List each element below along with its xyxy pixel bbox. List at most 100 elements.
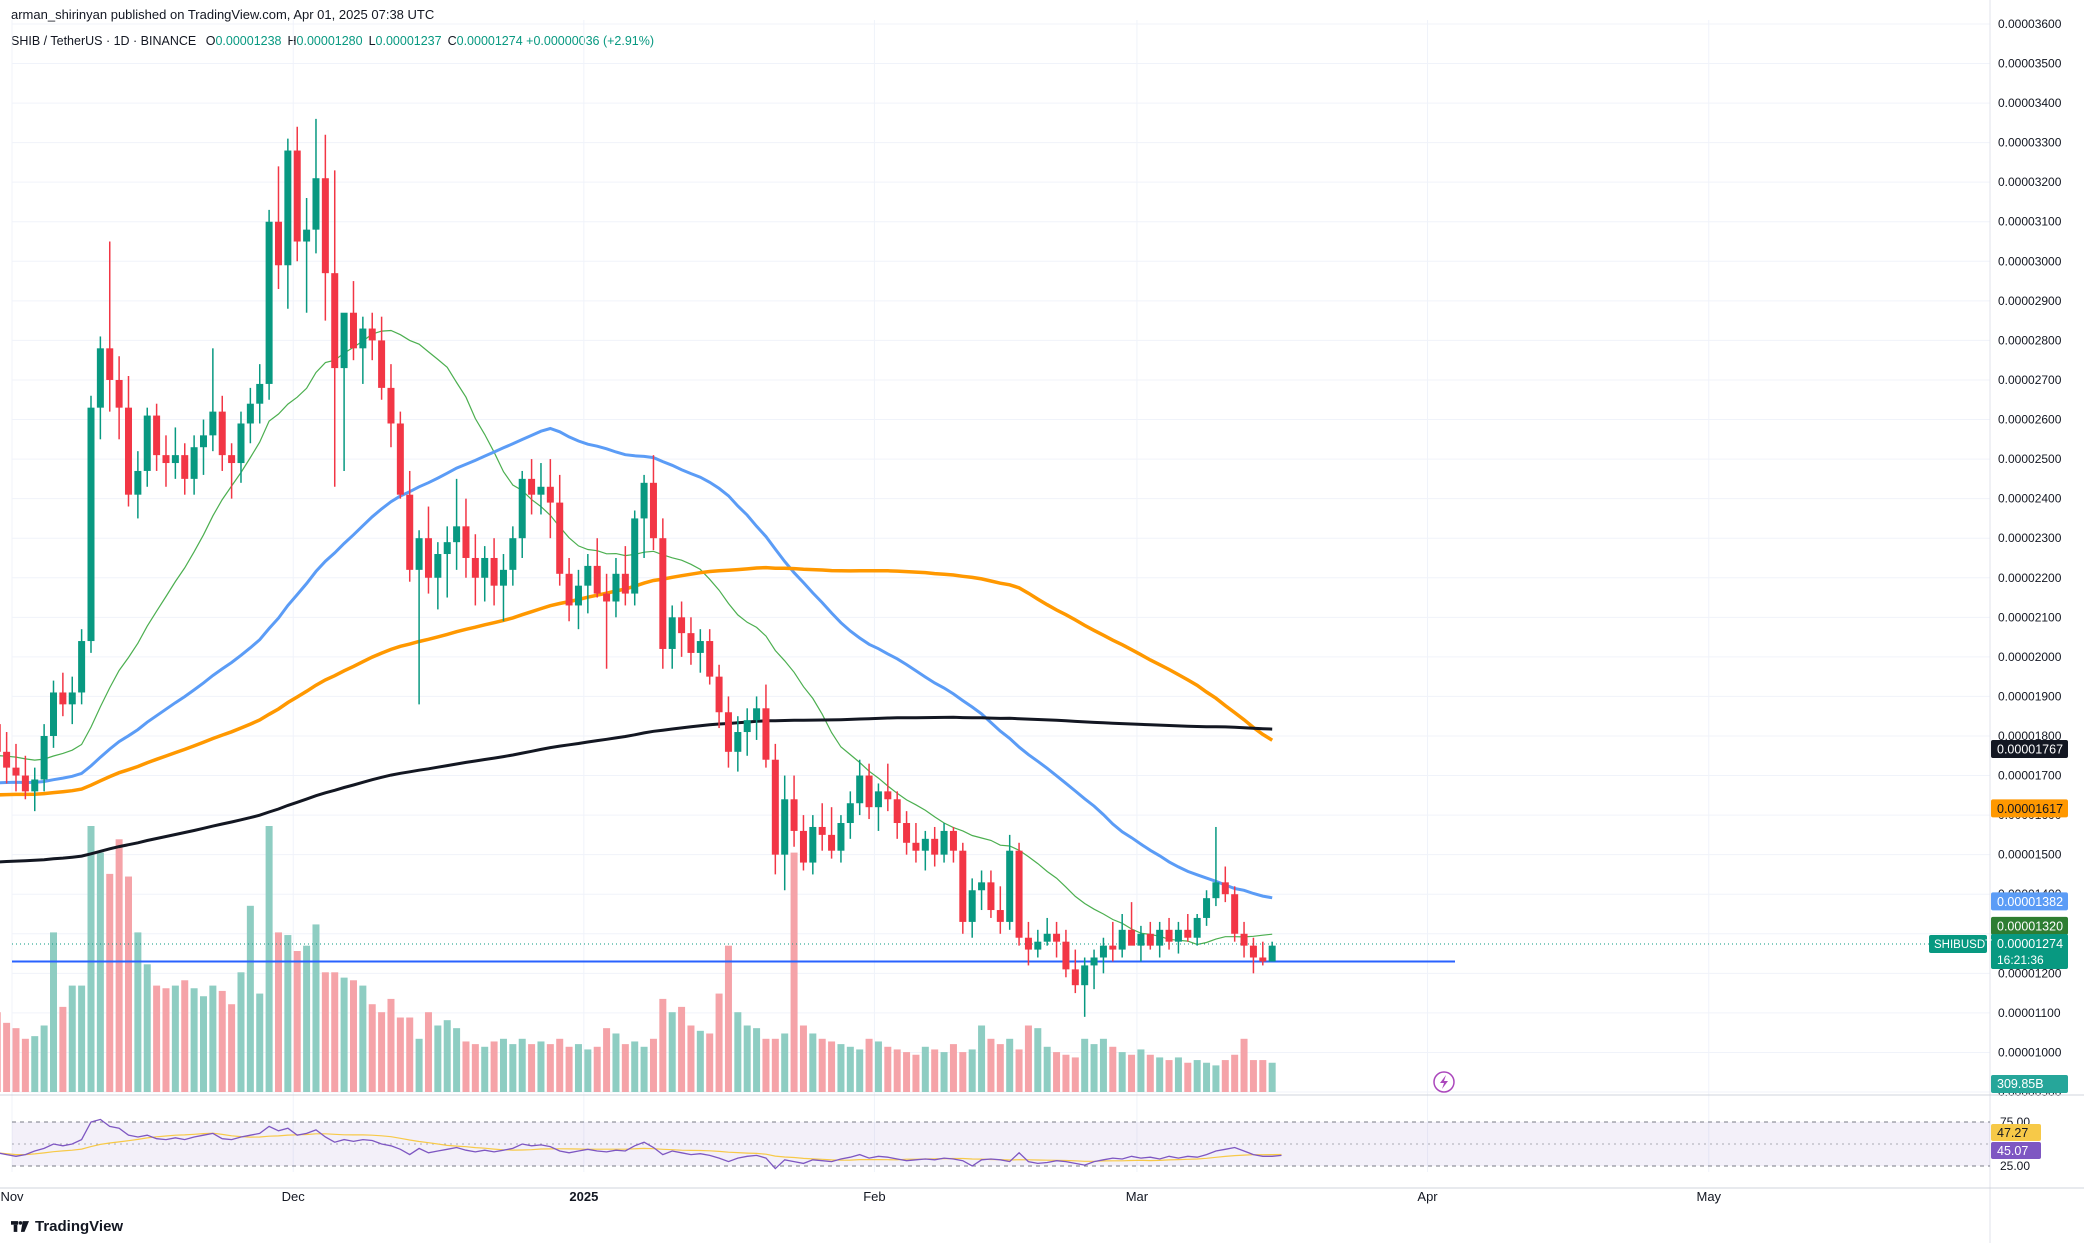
volume-bar bbox=[162, 988, 170, 1092]
volume-bar bbox=[743, 1025, 751, 1092]
tradingview-logo-icon bbox=[11, 1221, 29, 1232]
brand-name: TradingView bbox=[35, 1218, 124, 1235]
candle bbox=[1043, 933, 1051, 942]
candle bbox=[1174, 929, 1182, 942]
candle bbox=[818, 826, 826, 835]
candle bbox=[584, 565, 592, 586]
volume-bar bbox=[443, 1020, 451, 1092]
candle bbox=[1034, 941, 1042, 950]
volume-bar bbox=[1137, 1049, 1145, 1092]
candle bbox=[21, 775, 29, 792]
volume-bar bbox=[153, 985, 161, 1092]
volume-bar bbox=[565, 1046, 573, 1092]
symbol-badge-label: SHIBUSDT bbox=[1934, 939, 1992, 951]
price-tag-box bbox=[1991, 916, 2068, 935]
price-tag-box bbox=[1991, 892, 2068, 911]
volume-bar bbox=[303, 945, 311, 1092]
ohlc-value: 0.00001274 bbox=[456, 34, 523, 48]
candle bbox=[734, 732, 742, 752]
volume-bar bbox=[659, 998, 667, 1092]
candle bbox=[1249, 945, 1257, 958]
ohlc-label: C bbox=[447, 34, 457, 48]
candle bbox=[1259, 957, 1267, 962]
volume-bar bbox=[359, 985, 367, 1092]
volume-bar bbox=[1062, 1054, 1070, 1092]
volume-bar bbox=[996, 1044, 1004, 1092]
volume-bar bbox=[865, 1038, 873, 1092]
volume-bar bbox=[612, 1033, 620, 1092]
volume-bar bbox=[228, 1004, 236, 1092]
candle bbox=[649, 482, 657, 539]
candle bbox=[809, 826, 817, 863]
candle bbox=[1268, 945, 1276, 962]
candle bbox=[1109, 945, 1117, 950]
volume-bar bbox=[640, 1046, 648, 1092]
volume-tag-box bbox=[1991, 1075, 2068, 1093]
volume-bar bbox=[1156, 1057, 1164, 1092]
candle bbox=[406, 494, 414, 570]
volume-tag-label: 309.85B bbox=[1997, 1077, 2044, 1091]
moving-average-sma100 bbox=[0, 565, 1274, 797]
price-tag-label: 0.00001382 bbox=[1997, 895, 2063, 909]
x-tick-label: May bbox=[1696, 1189, 1721, 1204]
volume-bar bbox=[1015, 1049, 1023, 1092]
candle bbox=[678, 617, 686, 634]
candle bbox=[996, 910, 1004, 922]
candle bbox=[12, 767, 20, 776]
volume-bar bbox=[134, 932, 142, 1092]
volume-bar bbox=[1118, 1052, 1126, 1092]
candle bbox=[621, 573, 629, 594]
symbol-title[interactable]: SHIB / TetherUS · 1D · BINANCE bbox=[11, 34, 197, 48]
volume-bar bbox=[1099, 1038, 1107, 1092]
volume-bar bbox=[87, 826, 95, 1092]
candle bbox=[368, 328, 376, 341]
candle bbox=[349, 312, 357, 349]
y-tick-label: 0.00002100 bbox=[1998, 610, 2062, 624]
candle bbox=[124, 407, 132, 495]
volume-bar bbox=[584, 1049, 592, 1092]
candle bbox=[753, 708, 761, 721]
volume-bar bbox=[1184, 1062, 1192, 1092]
y-tick-label: 0.00002800 bbox=[1998, 333, 2062, 347]
volume-bar bbox=[284, 935, 292, 1092]
candle bbox=[565, 573, 573, 606]
volume-bar bbox=[518, 1038, 526, 1092]
y-tick-label: 0.00001800 bbox=[1998, 729, 2062, 743]
last-price-box bbox=[1991, 934, 2068, 970]
publisher-line: arman_shirinyan published on TradingView… bbox=[11, 7, 435, 22]
volume-bar bbox=[0, 1012, 1, 1092]
candle bbox=[1203, 898, 1211, 918]
x-tick-label: Feb bbox=[863, 1189, 885, 1204]
volume-bar bbox=[3, 1022, 11, 1092]
volume-bar bbox=[246, 905, 254, 1092]
y-tick-label: 0.00001500 bbox=[1998, 848, 2062, 862]
volume-bar bbox=[471, 1044, 479, 1092]
candle bbox=[499, 569, 507, 586]
volume-bar bbox=[378, 1012, 386, 1092]
price-tag-label: 0.00001320 bbox=[1997, 919, 2063, 933]
volume-bar bbox=[1212, 1065, 1220, 1092]
candle bbox=[303, 229, 311, 242]
tradingview-brand[interactable]: TradingView bbox=[11, 1218, 123, 1235]
volume-bar bbox=[1165, 1060, 1173, 1092]
candle bbox=[96, 348, 104, 408]
volume-bar bbox=[818, 1038, 826, 1092]
candle bbox=[340, 312, 348, 369]
volume-bar bbox=[809, 1033, 817, 1092]
volume-bar bbox=[481, 1046, 489, 1092]
volume-bar bbox=[1231, 1054, 1239, 1092]
volume-bar bbox=[893, 1049, 901, 1092]
candle bbox=[846, 803, 854, 824]
candle bbox=[1231, 894, 1239, 934]
candle bbox=[237, 423, 245, 464]
volume-bar bbox=[1268, 1062, 1276, 1092]
candle bbox=[518, 478, 526, 539]
volume-bar bbox=[387, 998, 395, 1092]
y-tick-label: 0.00003000 bbox=[1998, 254, 2062, 268]
volume-bar bbox=[856, 1049, 864, 1092]
candle bbox=[1099, 945, 1107, 958]
volume-bar bbox=[593, 1046, 601, 1092]
volume-bar bbox=[368, 1004, 376, 1092]
volume-bar bbox=[209, 985, 217, 1092]
